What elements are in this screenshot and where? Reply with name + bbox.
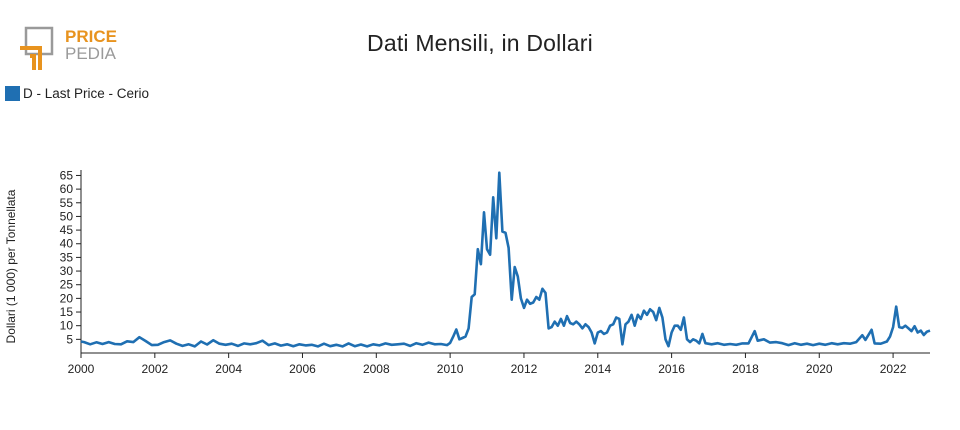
y-tick-label: 15 <box>60 305 74 319</box>
y-tick-label: 60 <box>60 182 74 196</box>
y-tick-label: 40 <box>60 237 74 251</box>
x-tick-label: 2018 <box>732 362 759 376</box>
y-tick-label: 5 <box>66 332 73 346</box>
logo-text-price: PRICE <box>65 27 117 46</box>
x-tick-label: 2006 <box>289 362 316 376</box>
x-tick-label: 2012 <box>511 362 538 376</box>
logo-corner <box>20 46 42 70</box>
y-tick-label: 50 <box>60 209 74 223</box>
x-tick-label: 2014 <box>584 362 611 376</box>
legend-label: D - Last Price - Cerio <box>23 86 150 101</box>
y-tick-label: 10 <box>60 319 74 333</box>
y-tick-label: 30 <box>60 264 74 278</box>
series-line-cerio <box>80 171 931 348</box>
logo-text-pedia: PEDIA <box>65 44 117 63</box>
x-tick-label: 2000 <box>68 362 95 376</box>
x-tick-label: 2004 <box>215 362 242 376</box>
legend-swatch <box>5 86 20 101</box>
legend: D - Last Price - Cerio <box>5 86 149 101</box>
logo-mark-icon: PRICE PEDIA <box>20 26 117 70</box>
chart-title: Dati Mensili, in Dollari <box>367 30 593 56</box>
logo-corner-inner <box>30 54 36 70</box>
x-tick-label: 2020 <box>806 362 833 376</box>
x-tick-label: 2010 <box>437 362 464 376</box>
x-axis: 2000 2002 2004 2006 2008 2010 2012 2014 2016 2018… <box>68 352 930 376</box>
x-tick-label: 2016 <box>658 362 685 376</box>
pricepedia-logo: PRICE PEDIA <box>18 26 128 74</box>
x-tick-label: 2002 <box>141 362 168 376</box>
x-tick-label: 2022 <box>880 362 907 376</box>
y-axis-title: Dollari (1 000) per Tonnellata <box>4 189 18 343</box>
y-tick-label: 20 <box>60 291 74 305</box>
y-tick-label: 65 <box>60 168 74 182</box>
x-tick-label: 2008 <box>363 362 390 376</box>
y-tick-label: 45 <box>60 223 74 237</box>
y-tick-label: 25 <box>60 278 74 292</box>
y-tick-label: 55 <box>60 196 74 210</box>
y-tick-label: 35 <box>60 250 74 264</box>
